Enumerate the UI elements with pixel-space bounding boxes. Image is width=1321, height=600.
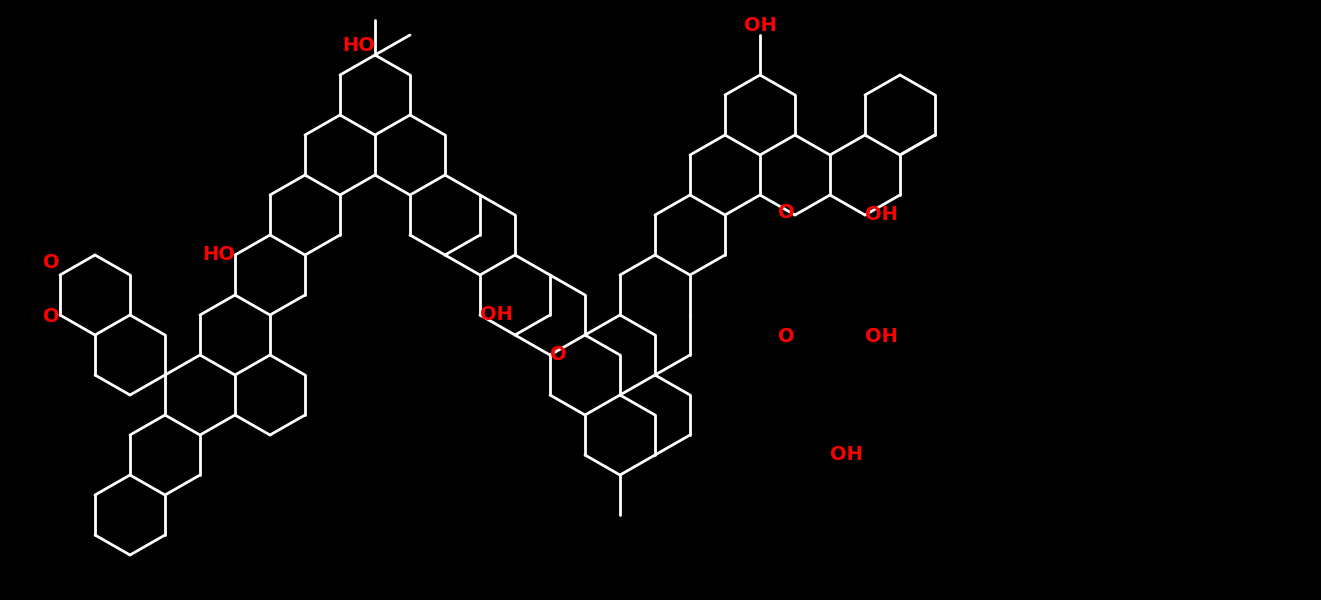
Text: OH: OH bbox=[865, 205, 898, 224]
Text: O: O bbox=[550, 346, 567, 364]
Text: OH: OH bbox=[480, 305, 513, 325]
Text: OH: OH bbox=[744, 16, 777, 35]
Text: O: O bbox=[778, 328, 795, 346]
Text: OH: OH bbox=[865, 328, 898, 346]
Text: O: O bbox=[778, 203, 795, 223]
Text: OH: OH bbox=[830, 445, 863, 464]
Text: HO: HO bbox=[202, 245, 235, 265]
Text: O: O bbox=[44, 307, 59, 326]
Text: HO: HO bbox=[342, 36, 375, 55]
Text: O: O bbox=[44, 253, 59, 272]
